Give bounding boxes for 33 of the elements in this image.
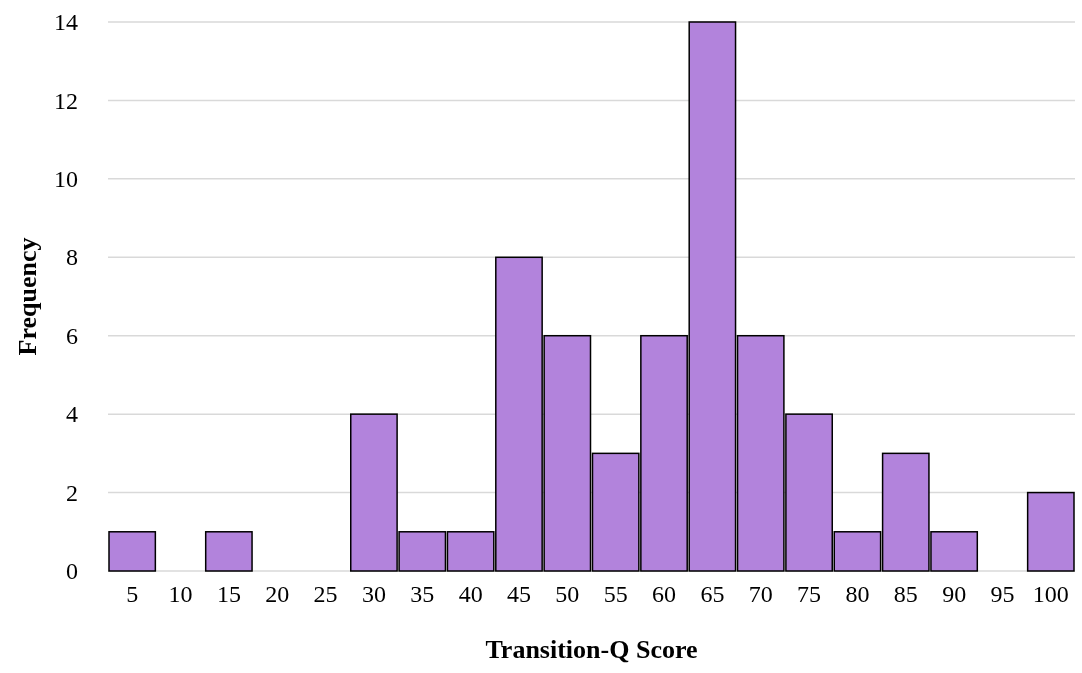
x-tick-label: 100 (1032, 581, 1069, 608)
y-tick-label: 2 (66, 479, 78, 506)
x-tick-label: 85 (893, 581, 918, 608)
x-tick-label: 15 (216, 581, 241, 608)
bar (1026, 491, 1075, 572)
y-tick-label: 4 (66, 401, 78, 428)
x-tick-label: 80 (845, 581, 870, 608)
x-axis-title: Transition-Q Score (485, 635, 698, 664)
x-tick-label: 65 (700, 581, 725, 608)
x-tick-label: 45 (506, 581, 531, 608)
x-tick-label: 35 (410, 581, 435, 608)
bar (108, 531, 157, 572)
bar (204, 531, 253, 572)
y-tick-label: 10 (54, 166, 78, 193)
x-tick-label: 10 (168, 581, 193, 608)
x-tick-label: 90 (942, 581, 967, 608)
y-tick-label: 14 (54, 9, 78, 36)
y-tick-label: 6 (66, 322, 78, 349)
y-axis-title: Frequency (13, 237, 42, 356)
x-tick-label: 50 (555, 581, 580, 608)
y-tick-label: 8 (66, 244, 78, 271)
x-tick-label: 75 (797, 581, 822, 608)
x-tick-label: 60 (652, 581, 677, 608)
x-tick-label: 40 (458, 581, 483, 608)
y-tick-label: 12 (54, 87, 78, 114)
x-tick-label: 30 (361, 581, 386, 608)
x-tick-label: 70 (748, 581, 773, 608)
x-tick-label: 20 (265, 581, 290, 608)
x-tick-label: 25 (313, 581, 338, 608)
x-tick-label: 5 (126, 581, 139, 608)
x-tick-label: 95 (990, 581, 1015, 608)
y-tick-label: 0 (66, 558, 78, 585)
x-tick-label: 55 (603, 581, 628, 608)
